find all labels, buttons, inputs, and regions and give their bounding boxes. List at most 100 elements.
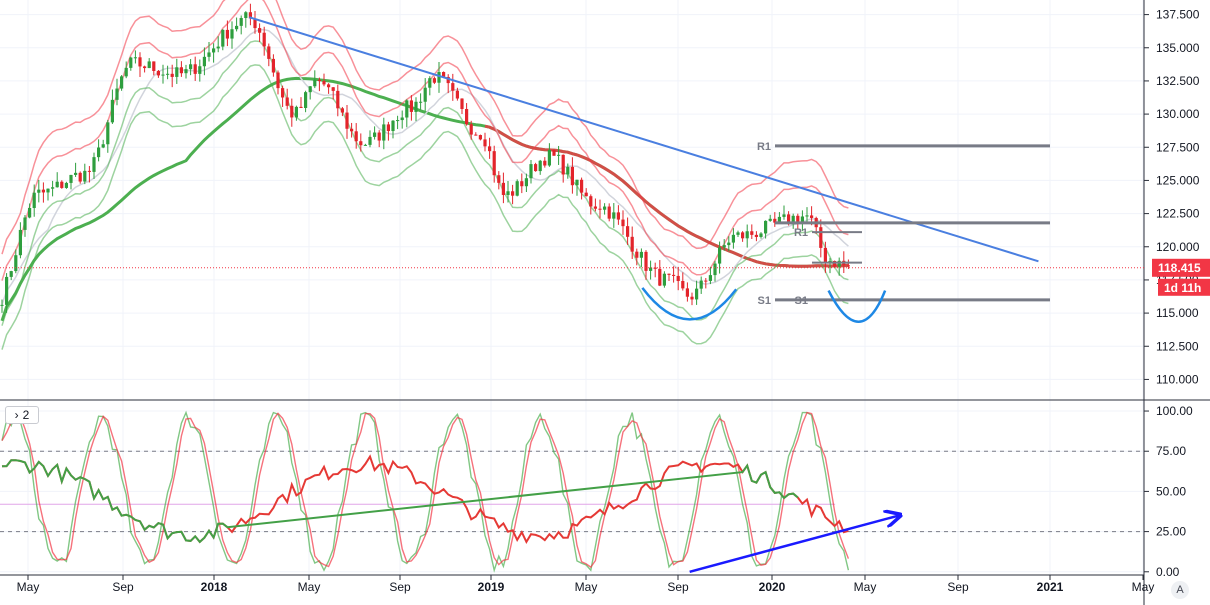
candle-body [488, 146, 492, 152]
time-tick-label: 2021 [1037, 580, 1064, 594]
candle-body [649, 267, 653, 271]
auto-scale-button[interactable]: A [1171, 581, 1189, 599]
pivot-level-label: S1 [758, 295, 771, 307]
candle-body [198, 66, 202, 74]
countdown-label: 1d 11h [1164, 281, 1201, 295]
time-tick-label: May [298, 580, 321, 594]
last-price-badge [1152, 258, 1210, 277]
time-tick-label: May [854, 580, 877, 594]
candle-body [676, 275, 680, 282]
candle-body [524, 178, 528, 187]
oscillator-pane [0, 410, 1144, 573]
trendline[interactable] [249, 16, 1039, 263]
price-tick-label: 137.500 [1156, 8, 1200, 22]
candle-body [391, 120, 395, 132]
candle-body [745, 231, 749, 239]
candle-body [800, 216, 804, 223]
osc-tick-label: 0.00 [1156, 565, 1180, 579]
candle-body [120, 76, 124, 89]
candle-body [166, 73, 170, 75]
candle-body [819, 227, 823, 248]
slow-moving-average-red-line [484, 124, 849, 268]
time-axis[interactable]: May Sep 2018 May Sep 2019 May Sep 2020 May Sep 2021… [17, 575, 1155, 594]
candle-body [644, 251, 648, 271]
candle-body [782, 214, 786, 217]
candle-body [60, 181, 64, 188]
candle-body [759, 233, 763, 237]
candle-body [350, 128, 354, 132]
candle-body [51, 187, 55, 189]
candle-body [708, 275, 712, 281]
candle-body [658, 268, 662, 286]
candle-body [202, 56, 206, 67]
candle-body [695, 288, 699, 300]
price-tick-label: 122.500 [1156, 207, 1200, 221]
candle-body [313, 79, 317, 87]
candle-body [593, 206, 597, 209]
price-tick-label: 120.000 [1156, 240, 1200, 254]
pane-collapse-button[interactable]: › 2 [5, 406, 39, 424]
candle-body [216, 46, 220, 49]
candle-body [267, 46, 271, 59]
candle-body [704, 280, 708, 282]
candle-body [83, 170, 87, 182]
candle-body [405, 100, 409, 118]
pane-label: 2 [22, 408, 30, 422]
candle-body [446, 76, 450, 84]
candle-body [515, 181, 519, 196]
candle-body [667, 273, 671, 275]
candle-body [28, 208, 32, 218]
candle-body [538, 160, 542, 172]
pivot-level-label: R1 [757, 141, 771, 153]
candle-body [543, 160, 547, 166]
candle-body [327, 84, 331, 88]
candle-body [465, 108, 469, 125]
candle-body [690, 296, 694, 300]
candle-body [248, 12, 252, 19]
candle-body [722, 245, 726, 248]
time-tick-label: Sep [667, 580, 689, 594]
candle-body [736, 232, 740, 235]
candle-body [235, 25, 239, 30]
candle-body [630, 236, 634, 252]
candle-body [713, 263, 717, 276]
candle-body [64, 182, 68, 188]
time-tick-label: Sep [112, 580, 134, 594]
candle-body [244, 12, 248, 19]
candle-body [764, 220, 768, 234]
candle-body [607, 206, 611, 219]
candle-body [557, 154, 561, 156]
price-tick-label: 112.500 [1156, 339, 1199, 353]
candle-body [74, 172, 78, 175]
candle-body [534, 164, 538, 172]
time-tick-label: 2019 [478, 580, 505, 594]
candle-body [768, 218, 772, 221]
last-price-label: 118.415 [1158, 261, 1201, 275]
candle-body [685, 288, 689, 297]
candle-body [175, 67, 179, 77]
candle-body [474, 134, 478, 136]
candle-body [41, 189, 45, 193]
price-tick-label: 130.000 [1156, 107, 1200, 121]
candle-body [304, 92, 308, 108]
candle-body [359, 141, 363, 146]
envelope-band-line [1, 0, 849, 255]
candle-body [616, 212, 620, 220]
candle-body [492, 151, 496, 176]
time-tick-label: 2020 [759, 580, 786, 594]
pivot-level-label: S1 [795, 295, 808, 307]
candle-body [791, 215, 795, 225]
envelope-band-line [1, 64, 849, 350]
candle-body [672, 274, 676, 276]
price-tick-label: 125.000 [1156, 173, 1200, 187]
candle-body [55, 181, 59, 188]
candle-body [561, 154, 565, 175]
candle-body [575, 179, 579, 186]
candle-body [336, 90, 340, 109]
price-axis[interactable]: 137.500 135.000 132.500 130.000 127.500 125.0… [1144, 8, 1200, 579]
candle-body [635, 251, 639, 258]
candle-body [501, 182, 505, 195]
candle-body [837, 260, 841, 267]
candle-body [584, 192, 588, 197]
candle-body [382, 124, 386, 141]
